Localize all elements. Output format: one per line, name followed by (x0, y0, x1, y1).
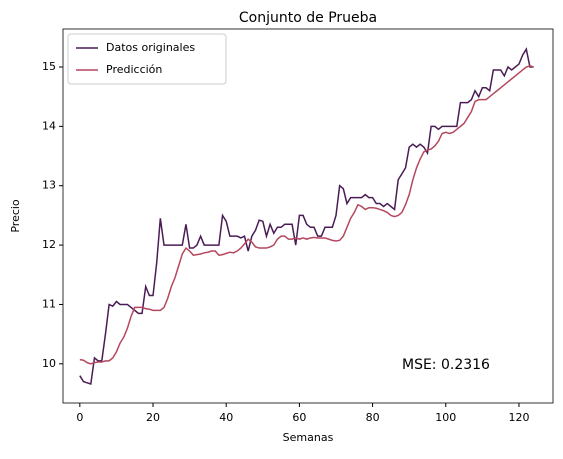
annotation: MSE: 0.2316 (402, 357, 490, 373)
x-axis-label: Semanas (283, 431, 334, 444)
x-tick-label: 120 (508, 411, 529, 424)
x-tick-label: 60 (292, 411, 306, 424)
y-tick-label: 11 (42, 297, 56, 310)
legend-label: Datos originales (106, 41, 195, 54)
legend-box (67, 33, 227, 85)
x-tick-label: 80 (366, 411, 380, 424)
series-line (79, 47, 534, 385)
y-tick-label: 10 (42, 357, 56, 370)
plot-frame (62, 28, 554, 404)
y-tick-label: 12 (42, 238, 56, 251)
chart-title: Conjunto de Prueba (239, 10, 377, 26)
x-tick-label: 20 (146, 411, 160, 424)
y-tick-label: 14 (42, 119, 56, 132)
y-tick-label: 13 (42, 179, 56, 192)
x-tick-label: 40 (219, 411, 233, 424)
y-axis-label: Precio (9, 199, 22, 233)
y-tick-label: 15 (42, 60, 56, 73)
series-line (79, 65, 534, 365)
x-tick-label: 0 (76, 411, 83, 424)
x-tick-label: 100 (435, 411, 456, 424)
legend-label: Predicción (106, 63, 162, 76)
